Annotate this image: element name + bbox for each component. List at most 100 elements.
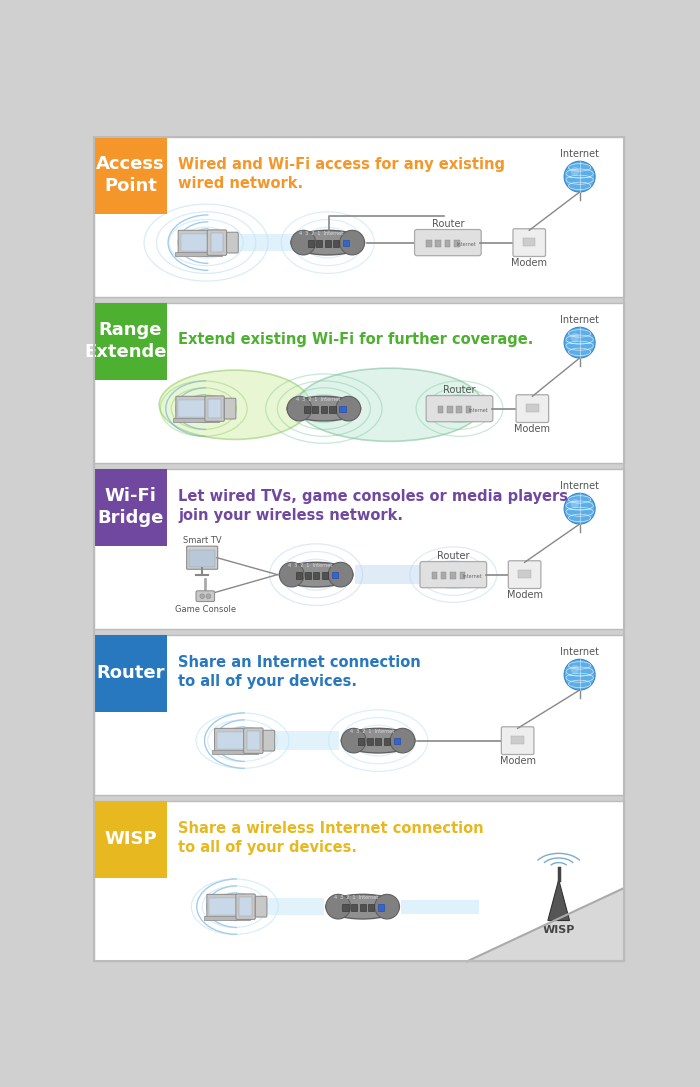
- Circle shape: [564, 327, 595, 358]
- Text: Modem: Modem: [511, 258, 547, 268]
- Text: Modem: Modem: [507, 590, 542, 600]
- Bar: [239, 898, 252, 916]
- Circle shape: [328, 562, 353, 587]
- Circle shape: [287, 397, 312, 421]
- Text: Internet: Internet: [468, 408, 488, 413]
- FancyBboxPatch shape: [508, 561, 541, 588]
- Text: Internet: Internet: [456, 241, 476, 247]
- FancyBboxPatch shape: [207, 230, 227, 255]
- Bar: [375, 738, 382, 746]
- Ellipse shape: [297, 368, 483, 441]
- Text: WISP: WISP: [104, 830, 157, 848]
- Bar: [466, 407, 471, 413]
- Bar: [360, 903, 365, 911]
- Circle shape: [336, 397, 360, 421]
- Text: WISP: WISP: [542, 925, 575, 935]
- Bar: [426, 240, 432, 247]
- Bar: [321, 405, 327, 413]
- FancyBboxPatch shape: [426, 396, 493, 422]
- Bar: [189, 550, 216, 567]
- Circle shape: [570, 499, 580, 508]
- Text: Let wired TVs, game consoles or media players
join your wireless network.: Let wired TVs, game consoles or media pl…: [178, 488, 568, 523]
- Bar: [178, 400, 214, 417]
- Bar: [296, 572, 302, 579]
- Bar: [332, 572, 338, 578]
- FancyBboxPatch shape: [176, 397, 216, 420]
- Bar: [204, 916, 251, 920]
- Bar: [393, 738, 400, 745]
- FancyBboxPatch shape: [205, 396, 224, 422]
- Bar: [351, 903, 357, 911]
- Ellipse shape: [287, 397, 360, 421]
- Circle shape: [206, 594, 211, 599]
- Text: Internet: Internet: [560, 647, 599, 657]
- Bar: [367, 738, 372, 746]
- Bar: [384, 738, 390, 746]
- Circle shape: [374, 895, 400, 919]
- Bar: [342, 903, 349, 911]
- Circle shape: [570, 333, 580, 341]
- Text: Router: Router: [97, 664, 164, 683]
- FancyBboxPatch shape: [224, 398, 236, 418]
- Ellipse shape: [291, 230, 365, 255]
- FancyBboxPatch shape: [501, 727, 534, 754]
- Circle shape: [564, 493, 595, 524]
- FancyBboxPatch shape: [94, 302, 624, 463]
- Bar: [435, 240, 441, 247]
- Text: Modem: Modem: [514, 424, 550, 434]
- Bar: [333, 239, 340, 247]
- FancyBboxPatch shape: [196, 591, 215, 601]
- Bar: [444, 240, 450, 247]
- Text: Internet: Internet: [560, 315, 599, 325]
- Circle shape: [291, 230, 316, 255]
- Circle shape: [326, 895, 351, 919]
- Text: Wired and Wi-Fi access for any existing
wired network.: Wired and Wi-Fi access for any existing …: [178, 157, 505, 190]
- FancyArrow shape: [270, 732, 340, 750]
- Ellipse shape: [326, 895, 400, 919]
- FancyBboxPatch shape: [94, 137, 624, 297]
- FancyArrow shape: [401, 900, 479, 913]
- Bar: [450, 573, 456, 579]
- Circle shape: [200, 594, 204, 599]
- Bar: [438, 407, 443, 413]
- Bar: [358, 738, 364, 746]
- Bar: [307, 239, 314, 247]
- Bar: [304, 405, 310, 413]
- Circle shape: [570, 665, 580, 674]
- Circle shape: [564, 161, 595, 192]
- FancyBboxPatch shape: [263, 730, 274, 751]
- FancyBboxPatch shape: [207, 895, 247, 917]
- FancyBboxPatch shape: [94, 302, 167, 379]
- Bar: [454, 240, 459, 247]
- Text: Range
Extender: Range Extender: [85, 322, 176, 361]
- Circle shape: [570, 167, 580, 176]
- Bar: [181, 234, 216, 251]
- Bar: [512, 736, 524, 744]
- Bar: [526, 404, 538, 412]
- Circle shape: [342, 728, 366, 753]
- FancyBboxPatch shape: [178, 230, 218, 253]
- Text: Extend existing Wi-Fi for further coverage.: Extend existing Wi-Fi for further covera…: [178, 333, 533, 347]
- FancyBboxPatch shape: [187, 546, 218, 570]
- FancyBboxPatch shape: [420, 562, 486, 588]
- FancyBboxPatch shape: [94, 468, 167, 546]
- Ellipse shape: [342, 728, 415, 753]
- Bar: [441, 573, 447, 579]
- Ellipse shape: [279, 562, 353, 587]
- Text: Modem: Modem: [500, 757, 536, 766]
- FancyBboxPatch shape: [94, 468, 624, 629]
- Bar: [209, 898, 245, 915]
- FancyBboxPatch shape: [94, 635, 624, 796]
- Text: Router: Router: [437, 551, 470, 561]
- Bar: [247, 732, 260, 750]
- Text: Router: Router: [432, 218, 464, 228]
- FancyBboxPatch shape: [94, 137, 167, 214]
- FancyBboxPatch shape: [94, 801, 624, 961]
- Bar: [316, 239, 322, 247]
- Text: Router: Router: [443, 385, 476, 395]
- Bar: [329, 405, 335, 413]
- Circle shape: [564, 660, 595, 690]
- FancyArrow shape: [238, 234, 296, 251]
- Text: Wi-Fi
Bridge: Wi-Fi Bridge: [97, 487, 164, 527]
- Text: Share a wireless Internet connection
to all of your devices.: Share a wireless Internet connection to …: [178, 821, 484, 854]
